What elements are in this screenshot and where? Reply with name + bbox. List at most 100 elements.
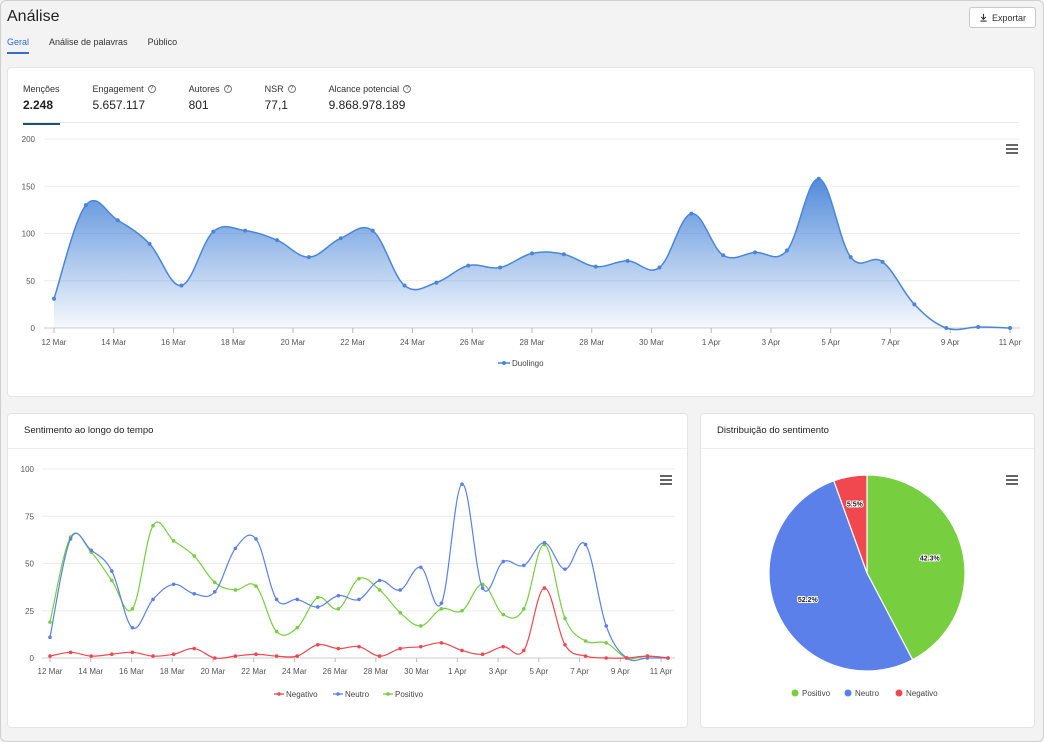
data-point[interactable] [439, 641, 444, 645]
data-point[interactable] [213, 590, 217, 594]
data-point[interactable] [522, 607, 526, 611]
data-point[interactable] [233, 654, 238, 658]
data-point[interactable] [530, 251, 534, 256]
data-point[interactable] [563, 567, 567, 571]
data-point[interactable] [419, 624, 423, 628]
tab-geral[interactable]: Geral [7, 37, 30, 54]
data-point[interactable] [213, 580, 217, 585]
data-point[interactable] [171, 539, 176, 543]
data-point[interactable] [130, 650, 135, 655]
help-icon[interactable]: ? [403, 85, 412, 93]
data-point[interactable] [501, 612, 506, 617]
data-point[interactable] [460, 608, 464, 613]
data-point[interactable] [275, 238, 280, 243]
data-point[interactable] [721, 253, 726, 258]
data-point[interactable] [542, 586, 547, 590]
data-point[interactable] [151, 523, 155, 528]
data-point[interactable] [501, 559, 506, 564]
data-point[interactable] [377, 588, 382, 592]
data-point[interactable] [657, 265, 662, 270]
data-point[interactable] [604, 624, 608, 628]
data-point[interactable] [213, 656, 217, 660]
data-point[interactable] [593, 264, 598, 269]
data-point[interactable] [784, 248, 789, 253]
data-point[interactable] [398, 588, 403, 592]
data-point[interactable] [179, 283, 184, 288]
kpi-engagement[interactable]: Engagement? 5.657.117 [93, 84, 156, 120]
data-point[interactable] [68, 650, 73, 655]
data-point[interactable] [561, 252, 566, 257]
data-point[interactable] [192, 646, 196, 651]
data-point[interactable] [912, 302, 917, 307]
data-point[interactable] [130, 607, 135, 611]
data-point[interactable] [110, 652, 114, 657]
data-point[interactable] [880, 259, 885, 264]
legend-item-negativo[interactable]: Negativo [274, 690, 318, 699]
data-point[interactable] [522, 563, 526, 568]
data-point[interactable] [419, 644, 423, 649]
pie-slice-positivo[interactable] [866, 474, 966, 661]
export-button[interactable]: Exportar [969, 7, 1036, 28]
data-point[interactable] [295, 625, 300, 630]
data-point[interactable] [171, 582, 176, 587]
legend-item-positivo[interactable]: Positivo [791, 689, 831, 698]
data-point[interactable] [522, 648, 526, 653]
data-point[interactable] [944, 326, 949, 330]
data-point[interactable] [52, 296, 56, 301]
data-point[interactable] [604, 641, 608, 645]
data-point[interactable] [689, 211, 694, 216]
data-point[interactable] [583, 654, 588, 658]
data-point[interactable] [434, 280, 439, 285]
data-point[interactable] [243, 228, 248, 233]
data-point[interactable] [466, 263, 471, 268]
data-point[interactable] [151, 654, 155, 658]
data-point[interactable] [48, 620, 52, 624]
data-point[interactable] [48, 654, 52, 658]
data-point[interactable] [848, 255, 853, 260]
data-point[interactable] [439, 607, 444, 611]
data-point[interactable] [233, 588, 238, 592]
data-point[interactable] [1008, 326, 1012, 330]
data-point[interactable] [625, 258, 630, 263]
help-icon[interactable]: ? [147, 85, 156, 93]
kpi-autores[interactable]: Autores? 801 [189, 84, 232, 120]
help-icon[interactable]: ? [287, 85, 296, 93]
data-point[interactable] [151, 597, 155, 602]
kpi-alcance-potencial[interactable]: Alcance potencial? 9.868.978.189 [329, 84, 412, 120]
data-point[interactable] [110, 569, 114, 573]
data-point[interactable] [147, 241, 152, 246]
data-point[interactable] [357, 576, 361, 581]
data-point[interactable] [316, 642, 320, 647]
data-point[interactable] [377, 654, 382, 658]
hamburger-menu-icon[interactable] [1006, 475, 1018, 485]
data-point[interactable] [316, 595, 320, 600]
data-point[interactable] [583, 639, 588, 643]
data-point[interactable] [480, 652, 485, 657]
data-point[interactable] [306, 255, 311, 260]
data-point[interactable] [542, 540, 547, 545]
data-point[interactable] [460, 482, 464, 486]
legend-item-neutro[interactable]: Neutro [844, 689, 880, 698]
data-point[interactable] [816, 176, 821, 181]
data-point[interactable] [48, 635, 52, 640]
data-point[interactable] [274, 597, 279, 602]
data-point[interactable] [211, 229, 216, 234]
data-point[interactable] [336, 593, 341, 598]
data-point[interactable] [83, 203, 88, 208]
data-point[interactable] [402, 283, 407, 288]
help-icon[interactable]: ? [223, 85, 232, 93]
data-point[interactable] [295, 654, 300, 658]
data-point[interactable] [976, 325, 981, 330]
tab-publico[interactable]: Público [147, 37, 178, 47]
data-point[interactable] [377, 578, 382, 583]
data-point[interactable] [460, 648, 464, 653]
kpi-mencoes[interactable]: Menções 2.248 [23, 84, 60, 125]
data-point[interactable] [254, 584, 258, 588]
legend-item-negativo[interactable]: Negativo [895, 689, 939, 698]
data-point[interactable] [254, 537, 258, 541]
data-point[interactable] [563, 642, 567, 647]
pie-slice-negativo[interactable] [833, 474, 868, 574]
data-point[interactable] [316, 605, 320, 609]
data-point[interactable] [398, 646, 403, 651]
data-point[interactable] [254, 652, 258, 657]
